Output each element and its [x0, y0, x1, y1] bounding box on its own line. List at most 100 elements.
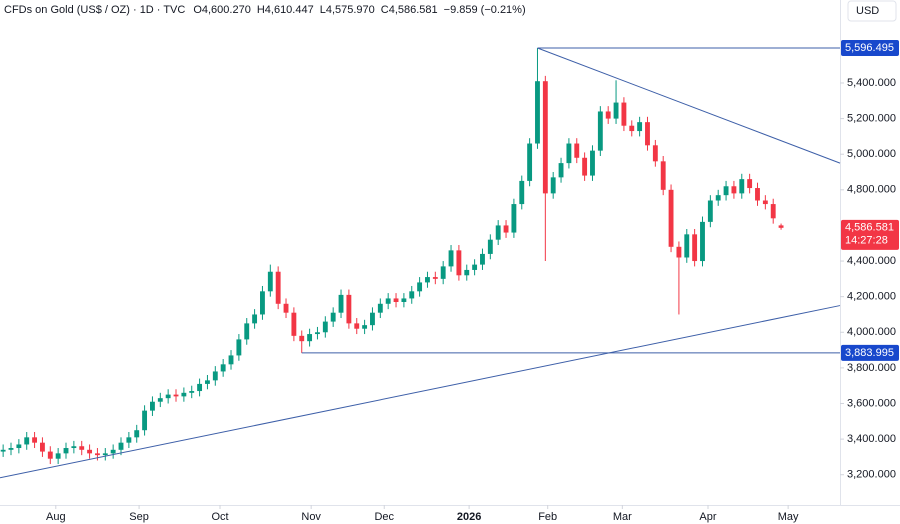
- y-tick-label: 4,000.000: [847, 326, 896, 338]
- candle-body: [448, 250, 454, 267]
- candle-body: [597, 111, 603, 151]
- candle-body: [181, 392, 187, 397]
- header-value: C4,586.581: [381, 4, 438, 16]
- candle-body: [668, 189, 674, 247]
- candle-body: [472, 264, 478, 270]
- candle-body: [409, 291, 415, 299]
- candle-body: [542, 81, 548, 194]
- candle-body: [503, 225, 509, 233]
- candle-body: [739, 179, 745, 194]
- candle-body: [535, 81, 540, 144]
- header-value: H4,610.447: [257, 4, 314, 16]
- candle-body: [692, 234, 698, 262]
- x-tick-label: May: [778, 511, 799, 523]
- y-tick-label: 4,400.000: [847, 255, 896, 267]
- y-tick-label: 4,200.000: [847, 291, 896, 303]
- candle-body: [110, 449, 116, 454]
- candle-body: [762, 200, 768, 205]
- candle-body: [456, 250, 462, 276]
- price-label: 5,596.495: [845, 42, 894, 54]
- candle-body: [425, 277, 430, 283]
- candle-body: [660, 161, 666, 190]
- candle-body: [723, 186, 729, 196]
- candle-body: [299, 335, 305, 342]
- candle-body: [582, 157, 588, 176]
- candle-body: [118, 442, 124, 450]
- x-tick-label: Sep: [129, 511, 149, 523]
- currency-box[interactable]: [847, 0, 897, 22]
- candle-body: [32, 437, 38, 443]
- candle-body: [519, 180, 525, 205]
- candle-body: [8, 448, 14, 450]
- candle-body: [393, 298, 399, 303]
- candle-body: [244, 323, 250, 340]
- candle-body: [377, 303, 383, 313]
- candle-body: [370, 312, 375, 326]
- y-tick-label: 3,200.000: [847, 469, 896, 481]
- candle-body: [307, 334, 313, 342]
- candle-body: [157, 398, 163, 402]
- candle-body: [645, 122, 650, 146]
- candle-body: [252, 314, 258, 324]
- x-tick-label: 2026: [457, 511, 481, 523]
- candle-body: [47, 451, 53, 459]
- trend-line: [0, 305, 841, 479]
- candle-body: [464, 269, 470, 276]
- candle-body: [330, 312, 336, 322]
- candle-body: [684, 234, 690, 258]
- candle-body: [95, 453, 100, 456]
- header-value: −9.859 (−0.21%): [444, 4, 526, 16]
- header-value: L4,575.970: [320, 4, 375, 16]
- candle-body: [102, 453, 108, 456]
- candle-body: [24, 437, 30, 445]
- candle-body: [480, 253, 485, 265]
- candle-body: [432, 277, 438, 279]
- candle-body: [621, 102, 627, 126]
- candle-body: [165, 394, 171, 399]
- candle-body: [283, 303, 289, 313]
- x-tick-label: Mar: [613, 511, 632, 523]
- candle-body: [189, 391, 195, 393]
- candle-body: [267, 271, 273, 292]
- x-tick-label: Aug: [46, 511, 66, 523]
- candle-body: [16, 444, 22, 449]
- candle-body: [79, 446, 85, 450]
- candle-body: [652, 145, 658, 162]
- candle-body: [150, 401, 155, 411]
- x-tick-label: Oct: [211, 511, 228, 523]
- candle-body: [63, 448, 69, 454]
- y-tick-label: 3,800.000: [847, 362, 896, 374]
- x-tick-label: Dec: [374, 511, 394, 523]
- candle-body: [39, 442, 45, 452]
- price-label-box: [841, 39, 899, 56]
- header: CFDs on Gold (US$ / OZ) · 1D · TVC O4,60…: [4, 4, 526, 16]
- candle-body: [291, 312, 297, 336]
- candle-body: [362, 325, 368, 329]
- y-tick-label: 4,800.000: [847, 184, 896, 196]
- y-tick-label: 5,200.000: [847, 112, 896, 124]
- candle-body: [260, 291, 265, 315]
- chart-title: CFDs on Gold (US$ / OZ) · 1D · TVC: [4, 4, 185, 16]
- candle-body: [707, 200, 713, 222]
- candle-body: [338, 294, 344, 313]
- candle-body: [173, 394, 179, 397]
- y-tick-label: 5,000.000: [847, 148, 896, 160]
- candle-body: [71, 446, 77, 449]
- candle-body: [527, 143, 533, 181]
- candle-body: [715, 195, 721, 201]
- candle-body: [495, 225, 501, 240]
- candle-body: [354, 323, 360, 329]
- candle-body: [220, 364, 226, 372]
- candle-body: [205, 380, 210, 384]
- currency[interactable]: USD: [856, 5, 879, 17]
- trend-line: [537, 47, 841, 164]
- candle-body: [731, 186, 737, 194]
- candle-body: [755, 188, 760, 201]
- candle-body: [236, 339, 242, 356]
- y-tick-label: 5,400.000: [847, 77, 896, 89]
- candle-body: [637, 122, 643, 132]
- y-tick-label: 3,600.000: [847, 397, 896, 409]
- candle-body: [629, 125, 635, 132]
- candle-body: [55, 453, 61, 459]
